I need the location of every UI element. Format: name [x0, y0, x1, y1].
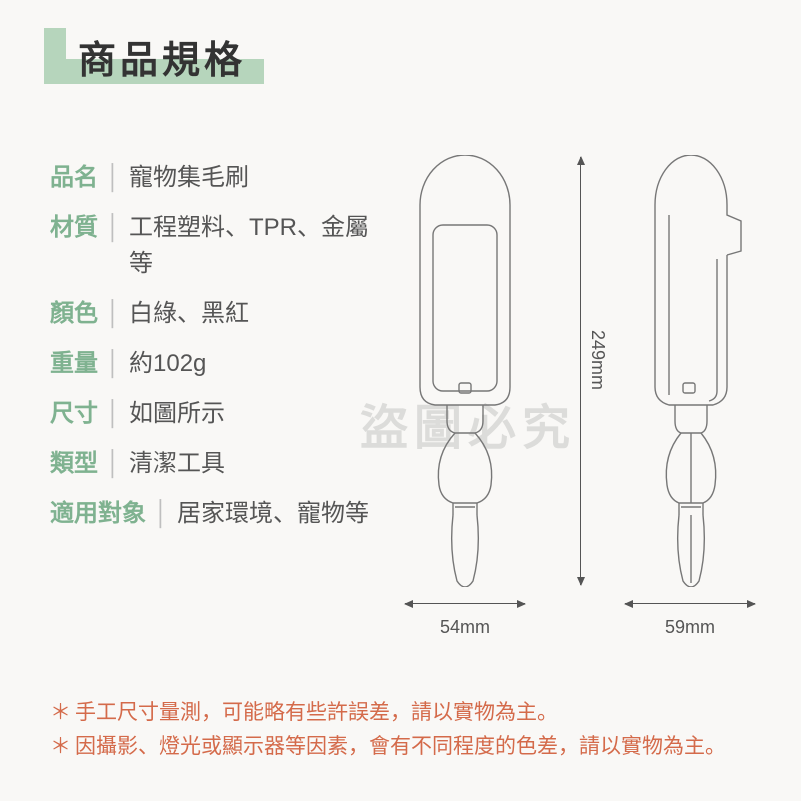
spec-value: 工程塑料、TPR、金屬等	[129, 210, 390, 282]
footnote-text: 手工尺寸量測，可能略有些許誤差，請以實物為主。	[75, 696, 558, 731]
dim-front-width	[405, 593, 525, 617]
spec-value: 白綠、黑紅	[129, 296, 390, 332]
spec-row: 尺寸│如圖所示	[50, 396, 390, 432]
spec-separator: │	[106, 210, 121, 246]
dim-side-width	[625, 593, 755, 617]
spec-separator: │	[106, 396, 121, 432]
spec-row: 材質│工程塑料、TPR、金屬等	[50, 210, 390, 282]
product-side-view	[625, 155, 757, 587]
spec-row: 類型│清潔工具	[50, 446, 390, 482]
spec-label: 適用對象	[50, 496, 146, 532]
spec-row: 重量│約102g	[50, 346, 390, 382]
dim-height-label: 249mm	[587, 330, 608, 390]
spec-label: 重量	[50, 346, 98, 382]
spec-separator: │	[106, 346, 121, 382]
title-block: 商品規格	[44, 28, 264, 84]
spec-separator: │	[106, 160, 121, 196]
footnote-row: ＊因攝影、燈光或顯示器等因素，會有不同程度的色差，請以實物為主。	[50, 730, 761, 765]
page-title: 商品規格	[66, 29, 264, 84]
footnotes: ＊手工尺寸量測，可能略有些許誤差，請以實物為主。＊因攝影、燈光或顯示器等因素，會…	[50, 696, 761, 765]
spec-list: 品名│寵物集毛刷材質│工程塑料、TPR、金屬等顏色│白綠、黑紅重量│約102g尺…	[50, 160, 390, 546]
spec-value: 約102g	[129, 346, 390, 382]
product-front-view	[405, 155, 525, 587]
spec-row: 品名│寵物集毛刷	[50, 160, 390, 196]
spec-separator: │	[154, 496, 169, 532]
spec-value: 如圖所示	[129, 396, 390, 432]
footnote-text: 因攝影、燈光或顯示器等因素，會有不同程度的色差，請以實物為主。	[75, 730, 726, 765]
spec-value: 清潔工具	[129, 446, 390, 482]
footnote-asterisk: ＊	[50, 730, 71, 765]
dim-front-width-label: 54mm	[405, 617, 525, 638]
dim-height-line	[580, 157, 581, 585]
spec-label: 尺寸	[50, 396, 98, 432]
dim-side-width-label: 59mm	[625, 617, 755, 638]
spec-label: 材質	[50, 210, 98, 246]
spec-label: 顏色	[50, 296, 98, 332]
spec-separator: │	[106, 446, 121, 482]
spec-value: 居家環境、寵物等	[177, 496, 390, 532]
footnote-row: ＊手工尺寸量測，可能略有些許誤差，請以實物為主。	[50, 696, 761, 731]
footnote-asterisk: ＊	[50, 696, 71, 731]
spec-row: 適用對象│居家環境、寵物等	[50, 496, 390, 532]
spec-label: 品名	[50, 160, 98, 196]
dimension-diagram: 249mm 54mm 59mm	[395, 155, 765, 655]
spec-separator: │	[106, 296, 121, 332]
title-accent-bar	[44, 28, 66, 84]
spec-row: 顏色│白綠、黑紅	[50, 296, 390, 332]
spec-label: 類型	[50, 446, 98, 482]
spec-value: 寵物集毛刷	[129, 160, 390, 196]
